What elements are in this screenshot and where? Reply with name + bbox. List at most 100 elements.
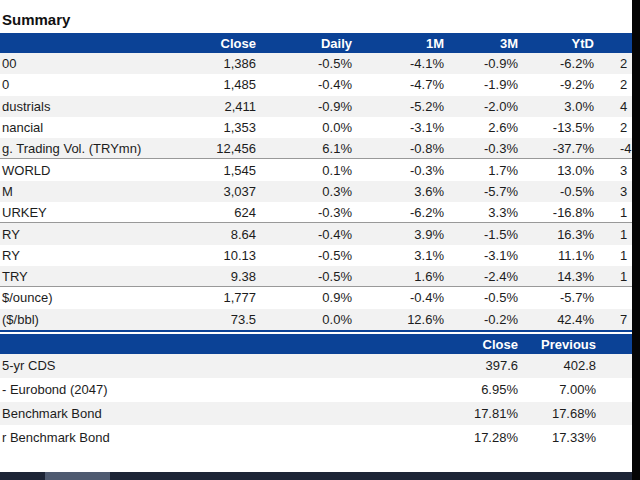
cell-daily: -0.4% xyxy=(260,227,356,242)
rates-table-body: 5-yr CDS 397.6 402.8 - Eurobond (2047) 6… xyxy=(0,354,640,449)
cell-daily: -0.3% xyxy=(260,205,356,220)
cell-1m: 3.6% xyxy=(356,184,448,199)
table-row: M 3,037 0.3% 3.6% -5.7% -0.5% 3 xyxy=(0,181,640,202)
cell-ytd: -9.2% xyxy=(522,77,598,92)
cell-daily: -0.4% xyxy=(260,77,356,92)
row-label: 0 xyxy=(0,77,170,92)
table-row: RY 10.13 -0.5% 3.1% -3.1% 11.1% 1 xyxy=(0,245,640,266)
table-row: 5-yr CDS 397.6 402.8 xyxy=(0,354,640,378)
cell-ytd: -5.7% xyxy=(522,290,598,305)
cell-close: 1,777 xyxy=(170,290,260,305)
cell-3m: -1.9% xyxy=(448,77,522,92)
row-label: 5-yr CDS xyxy=(0,358,300,373)
page-title: Summary xyxy=(2,11,70,28)
table-row: Benchmark Bond 17.81% 17.68% xyxy=(0,402,640,426)
cell-close: 6.95% xyxy=(300,382,522,397)
cell-3m: -5.7% xyxy=(448,184,522,199)
table-row: URKEY 624 -0.3% -6.2% 3.3% -16.8% 1 xyxy=(0,202,640,223)
table-row: g. Trading Vol. (TRYmn) 12,456 6.1% -0.8… xyxy=(0,138,640,159)
cell-1m: -0.4% xyxy=(356,290,448,305)
cell-close: 624 xyxy=(170,205,260,220)
cell-3m: -0.3% xyxy=(448,141,522,156)
row-label: ($/bbl) xyxy=(0,312,170,327)
cell-close: 2,411 xyxy=(170,99,260,114)
cell-1m: 3.9% xyxy=(356,227,448,242)
cell-close: 3,037 xyxy=(170,184,260,199)
cell-close: 9.38 xyxy=(170,269,260,284)
cell-1m: -5.2% xyxy=(356,99,448,114)
market-table-header: Close Daily 1M 3M YtD xyxy=(0,33,640,53)
cell-1m: 3.1% xyxy=(356,248,448,263)
header-daily: Daily xyxy=(260,36,356,51)
row-label: - Eurobond (2047) xyxy=(0,382,300,397)
cell-daily: 0.9% xyxy=(260,290,356,305)
cell-close: 8.64 xyxy=(170,227,260,242)
cell-daily: -0.5% xyxy=(260,56,356,71)
table-row: - Eurobond (2047) 6.95% 7.00% xyxy=(0,378,640,402)
cell-1m: 12.6% xyxy=(356,312,448,327)
report-page: Summary Close Daily 1M 3M YtD 00 1,386 -… xyxy=(0,0,640,480)
row-label: g. Trading Vol. (TRYmn) xyxy=(0,141,170,156)
row-label: TRY xyxy=(0,269,170,284)
cell-close: 17.28% xyxy=(300,430,522,445)
cell-close: 1,545 xyxy=(170,163,260,178)
cell-1m: -0.8% xyxy=(356,141,448,156)
row-label: dustrials xyxy=(0,99,170,114)
cell-daily: -0.9% xyxy=(260,99,356,114)
row-label: 00 xyxy=(0,56,170,71)
cell-daily: 0.3% xyxy=(260,184,356,199)
header-close: Close xyxy=(170,36,260,51)
cell-3m: -2.4% xyxy=(448,269,522,284)
rates-table: Close Previous 5-yr CDS 397.6 402.8 - Eu… xyxy=(0,334,640,449)
cell-daily: -0.5% xyxy=(260,248,356,263)
cell-3m: -3.1% xyxy=(448,248,522,263)
cell-close: 397.6 xyxy=(300,358,522,373)
table-row: WORLD 1,545 0.1% -0.3% 1.7% 13.0% 3 xyxy=(0,159,640,180)
market-summary-table: Close Daily 1M 3M YtD 00 1,386 -0.5% -4.… xyxy=(0,33,640,332)
cell-daily: 0.0% xyxy=(260,312,356,327)
table-row: nancial 1,353 0.0% -3.1% 2.6% -13.5% 2 xyxy=(0,117,640,138)
cell-previous: 17.68% xyxy=(522,406,600,421)
cell-daily: 0.1% xyxy=(260,163,356,178)
row-label: $/ounce) xyxy=(0,290,170,305)
cell-previous: 7.00% xyxy=(522,382,600,397)
cell-close: 1,353 xyxy=(170,120,260,135)
horizontal-scrollbar[interactable] xyxy=(0,472,640,480)
cell-ytd: -37.7% xyxy=(522,141,598,156)
cell-ytd: -0.5% xyxy=(522,184,598,199)
cell-close: 10.13 xyxy=(170,248,260,263)
cell-ytd: 14.3% xyxy=(522,269,598,284)
cell-1m: 1.6% xyxy=(356,269,448,284)
cell-3m: 2.6% xyxy=(448,120,522,135)
table-row: 00 1,386 -0.5% -4.1% -0.9% -6.2% 2 xyxy=(0,53,640,74)
cell-daily: -0.5% xyxy=(260,269,356,284)
cell-1m: -4.7% xyxy=(356,77,448,92)
cell-1m: -6.2% xyxy=(356,205,448,220)
right-letterbox xyxy=(632,0,640,480)
cell-3m: 1.7% xyxy=(448,163,522,178)
table-row: $/ounce) 1,777 0.9% -0.4% -0.5% -5.7% xyxy=(0,287,640,308)
row-label: WORLD xyxy=(0,163,170,178)
cell-1m: -3.1% xyxy=(356,120,448,135)
cell-3m: -2.0% xyxy=(448,99,522,114)
header-previous: Previous xyxy=(522,337,600,352)
market-table-body: 00 1,386 -0.5% -4.1% -0.9% -6.2% 2 0 1,4… xyxy=(0,53,640,332)
cell-close: 1,386 xyxy=(170,56,260,71)
table-row: TRY 9.38 -0.5% 1.6% -2.4% 14.3% 1 xyxy=(0,266,640,287)
table-row: dustrials 2,411 -0.9% -5.2% -2.0% 3.0% 4 xyxy=(0,96,640,117)
table-row: RY 8.64 -0.4% 3.9% -1.5% 16.3% 1 xyxy=(0,223,640,244)
row-label: RY xyxy=(0,248,170,263)
cell-daily: 6.1% xyxy=(260,141,356,156)
cell-1m: -0.3% xyxy=(356,163,448,178)
cell-previous: 402.8 xyxy=(522,358,600,373)
row-label: RY xyxy=(0,227,170,242)
cell-3m: -0.5% xyxy=(448,290,522,305)
cell-daily: 0.0% xyxy=(260,120,356,135)
scrollbar-thumb[interactable] xyxy=(45,472,110,480)
header-3m: 3M xyxy=(448,36,522,51)
row-label: Benchmark Bond xyxy=(0,406,300,421)
cell-ytd: 42.4% xyxy=(522,312,598,327)
table-row: r Benchmark Bond 17.28% 17.33% xyxy=(0,425,640,449)
cell-ytd: 16.3% xyxy=(522,227,598,242)
table-row: 0 1,485 -0.4% -4.7% -1.9% -9.2% 2 xyxy=(0,74,640,95)
